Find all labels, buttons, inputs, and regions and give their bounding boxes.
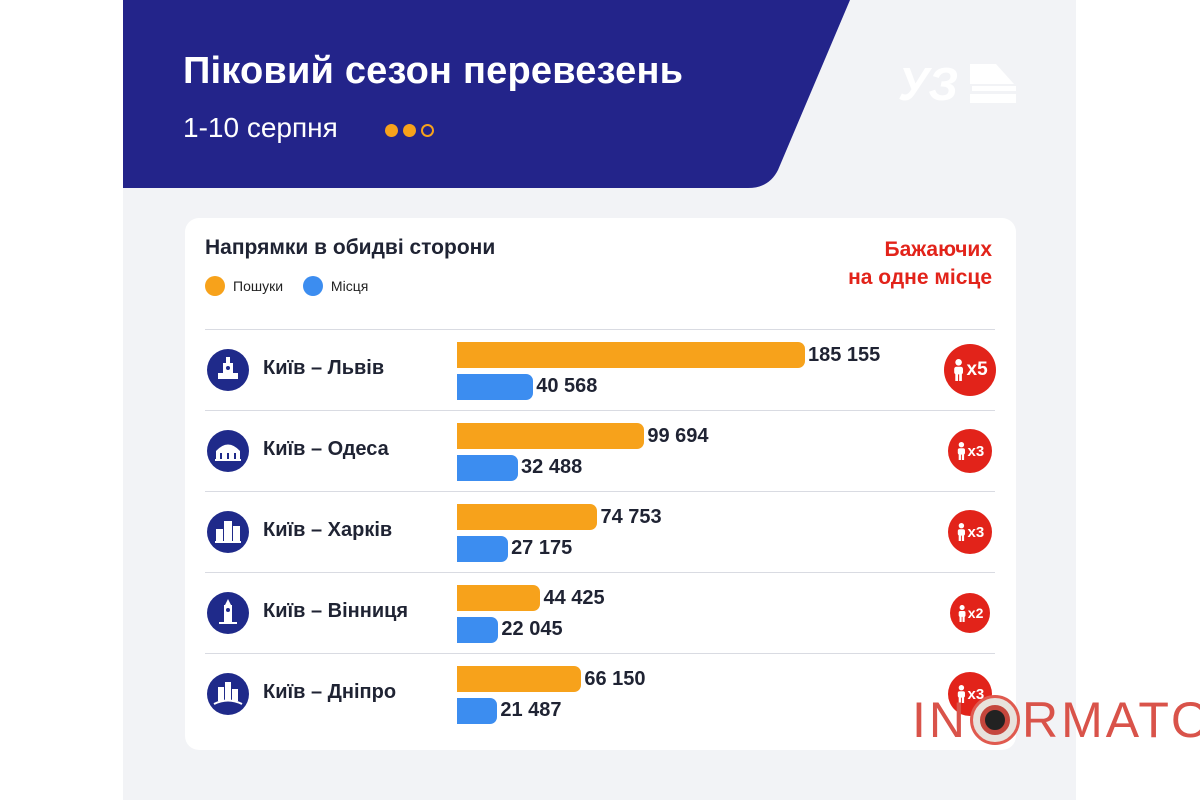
data-label-searches: 66 150 (584, 668, 646, 690)
chart-rows: Київ – Львів 185 155 40 568 x5 Київ – Одеса 9… (205, 329, 996, 733)
ratio-badge: x3 (948, 672, 992, 716)
ratio-badge: x5 (944, 344, 996, 396)
legend-swatch-seats (302, 276, 323, 296)
header-band-shape (123, 0, 850, 188)
person-icon (956, 442, 967, 460)
progress-dots (385, 122, 439, 140)
data-label-seats: 21 487 (500, 699, 562, 721)
dot-2 (403, 124, 416, 138)
ratio-value: x5 (966, 359, 988, 380)
bar-seats (457, 698, 498, 724)
ratio-title-line2: на одне місце (848, 266, 992, 289)
bar-searches (457, 585, 541, 611)
category-label: Київ – Дніпро (263, 681, 397, 703)
legend-swatch-searches (205, 276, 225, 296)
ratio-value: x3 (967, 523, 985, 541)
data-label-seats: 40 568 (536, 375, 598, 397)
ratio-value: x3 (967, 442, 985, 460)
bar-seats (457, 455, 519, 481)
ratio-column-title: Бажаючих на одне місце (848, 236, 992, 292)
vinnytsia-tower-icon (207, 592, 249, 634)
chart-title: Напрямки в обидві сторони (205, 236, 496, 259)
chart-row: Київ – Одеса 99 694 32 488 x3 (205, 410, 995, 491)
dot-1 (385, 124, 398, 138)
page-title: Піковий сезон перевезень (183, 50, 684, 92)
bar-searches (457, 504, 598, 530)
bar-seats (457, 374, 534, 400)
person-icon (952, 359, 965, 381)
lviv-city-hall-icon (207, 349, 249, 391)
infographic-poster: Піковий сезон перевезень 1-10 серпня УЗ … (123, 0, 1076, 800)
chart-card: Напрямки в обидві сторони Пошуки Місця Б… (185, 218, 1016, 750)
category-label: Київ – Одеса (263, 438, 389, 460)
watermark-text-start: IN (912, 692, 968, 748)
legend-item-seats: Місця (302, 276, 369, 296)
ratio-badge: x2 (950, 593, 990, 633)
bar-searches (457, 342, 805, 368)
bar-searches (457, 423, 645, 449)
data-label-searches: 99 694 (647, 425, 709, 447)
ratio-badge: x3 (948, 429, 992, 473)
page-subtitle: 1-10 серпня (183, 112, 338, 143)
data-label-seats: 32 488 (521, 456, 583, 478)
data-label-seats: 27 175 (511, 537, 573, 559)
bar-seats (457, 536, 509, 562)
watermark-text-end: RMATOR (1022, 692, 1200, 748)
ratio-value: x2 (967, 605, 984, 621)
person-icon (956, 685, 967, 703)
ratio-title-line1: Бажаючих (884, 238, 992, 261)
legend-label-seats: Місця (330, 278, 369, 294)
chart-row: Київ – Харків 74 753 27 175 x3 (205, 491, 995, 572)
category-label: Київ – Харків (263, 519, 393, 541)
kharkiv-gosprom-icon (207, 511, 249, 553)
chart-row: Київ – Львів 185 155 40 568 x5 (205, 329, 996, 410)
data-label-searches: 74 753 (600, 506, 662, 528)
ratio-badge: x3 (948, 510, 992, 554)
legend-item-searches: Пошуки (205, 276, 283, 296)
chart-row: Київ – Вінниця 44 425 22 045 x2 (205, 572, 995, 653)
category-label: Київ – Вінниця (263, 600, 409, 622)
legend: Пошуки Місця (205, 276, 384, 299)
dot-3 (421, 124, 434, 138)
person-icon (957, 604, 967, 622)
dnipro-skyline-icon (207, 673, 249, 715)
data-label-searches: 44 425 (543, 587, 605, 609)
odesa-opera-icon (207, 430, 249, 472)
uz-logo-text: УЗ (898, 58, 958, 106)
data-label-seats: 22 045 (501, 618, 563, 640)
header-band (123, 0, 850, 188)
data-label-searches: 185 155 (808, 344, 881, 366)
bar-searches (457, 666, 582, 692)
legend-label-searches: Пошуки (233, 278, 284, 294)
watermark: IN RMATOR (912, 690, 1200, 750)
person-icon (956, 523, 967, 541)
category-label: Київ – Львів (263, 357, 385, 379)
uz-logo-icon: УЗ (898, 58, 1016, 106)
chart-row: Київ – Дніпро 66 150 21 487 x3 (205, 653, 995, 733)
watermark-eye-icon (970, 695, 1020, 745)
bar-seats (457, 617, 499, 643)
